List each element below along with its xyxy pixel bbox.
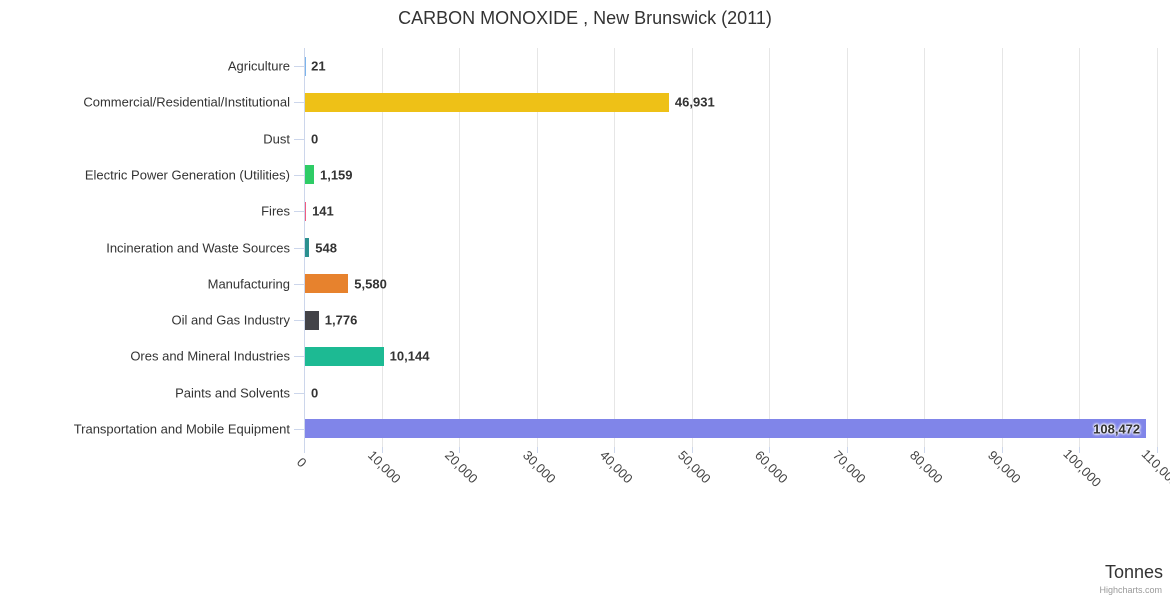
gridline xyxy=(537,48,538,447)
y-axis-line xyxy=(304,48,305,447)
x-axis-tick xyxy=(692,447,693,453)
y-axis-tick xyxy=(294,248,304,249)
y-axis-tick xyxy=(294,175,304,176)
gridline xyxy=(459,48,460,447)
x-axis-tick xyxy=(614,447,615,453)
highcharts-credit-link[interactable]: Highcharts.com xyxy=(1099,585,1162,595)
bar[interactable] xyxy=(305,202,307,221)
x-axis-tick xyxy=(459,447,460,453)
x-axis-tick-label: 70,000 xyxy=(829,447,869,487)
category-label: Incineration and Waste Sources xyxy=(106,240,290,255)
x-axis-tick xyxy=(382,447,383,453)
x-axis-tick xyxy=(1002,447,1003,453)
gridline xyxy=(1157,48,1158,447)
x-axis-tick-label: 20,000 xyxy=(441,447,481,487)
y-axis-tick xyxy=(294,320,304,321)
category-label: Electric Power Generation (Utilities) xyxy=(84,167,290,183)
bar[interactable] xyxy=(305,419,1147,438)
bar[interactable] xyxy=(305,347,384,366)
x-axis-tick-label: 10,000 xyxy=(364,447,404,487)
value-label: 141 xyxy=(312,203,334,219)
category-label: Dust xyxy=(263,131,290,147)
category-label: Oil and Gas Industry xyxy=(171,312,291,328)
x-axis-tick xyxy=(1157,447,1158,453)
x-axis-tick xyxy=(1079,447,1080,453)
category-label: Agriculture xyxy=(227,58,290,74)
x-axis-tick xyxy=(924,447,925,453)
value-label: 108,472 xyxy=(1093,421,1141,437)
x-axis-tick-label: 40,000 xyxy=(596,447,636,487)
gridline xyxy=(769,48,770,447)
value-label: 0 xyxy=(311,385,319,401)
y-axis-tick xyxy=(294,429,304,430)
value-label: 1,776 xyxy=(324,312,358,328)
bar[interactable] xyxy=(305,311,319,330)
gridline xyxy=(924,48,925,447)
bar[interactable] xyxy=(305,274,349,293)
gridline xyxy=(614,48,615,447)
bar[interactable] xyxy=(305,238,310,257)
x-axis-tick-label: 100,000 xyxy=(1060,446,1105,490)
x-axis-tick-label: 50,000 xyxy=(674,447,714,487)
y-axis-tick xyxy=(294,393,304,394)
x-axis-tick-label: 0 xyxy=(293,454,310,471)
x-axis-tick-label: 60,000 xyxy=(751,447,791,487)
x-axis-tick xyxy=(537,447,538,453)
category-label: Transportation and Mobile Equipment xyxy=(73,421,290,437)
category-label: Fires xyxy=(261,203,290,219)
y-axis-tick xyxy=(294,139,304,140)
value-label: 10,144 xyxy=(389,348,430,364)
gridline xyxy=(1079,48,1080,447)
bar[interactable] xyxy=(305,93,669,112)
x-axis-tick xyxy=(769,447,770,453)
x-axis-tick-label: 30,000 xyxy=(519,447,559,487)
category-label: Paints and Solvents xyxy=(175,385,290,401)
y-axis-tick xyxy=(294,66,304,67)
x-axis-tick-label: 110,000 xyxy=(1138,446,1170,490)
x-axis-tick-label: 80,000 xyxy=(906,447,946,487)
category-label: Ores and Mineral Industries xyxy=(130,348,290,364)
x-axis-tick-label: 90,000 xyxy=(984,447,1024,487)
value-label: 0 xyxy=(311,131,319,147)
x-axis-title: Tonnes xyxy=(1104,562,1163,582)
y-axis-tick xyxy=(294,102,304,103)
bar[interactable] xyxy=(305,165,314,184)
value-label: 46,931 xyxy=(674,94,715,110)
gridline xyxy=(692,48,693,447)
gridline xyxy=(847,48,848,447)
value-label: 548 xyxy=(315,240,337,255)
gridline xyxy=(382,48,383,447)
value-label: 5,580 xyxy=(354,276,387,292)
category-label: Manufacturing xyxy=(207,276,290,292)
chart-title: CARBON MONOXIDE , New Brunswick (2011) xyxy=(398,8,772,28)
value-label: 21 xyxy=(311,58,326,74)
x-axis-tick xyxy=(847,447,848,453)
y-axis-tick xyxy=(294,356,304,357)
category-label: Commercial/Residential/Institutional xyxy=(83,94,290,110)
plot-area: 21 46,931 0 1,159 141 548 5,580 1,776 10,144 0 108… xyxy=(304,48,1158,447)
value-label: 1,159 xyxy=(319,167,353,183)
y-axis-tick xyxy=(294,284,304,285)
y-axis-tick xyxy=(294,211,304,212)
gridline xyxy=(1002,48,1003,447)
x-axis-tick xyxy=(304,447,305,453)
